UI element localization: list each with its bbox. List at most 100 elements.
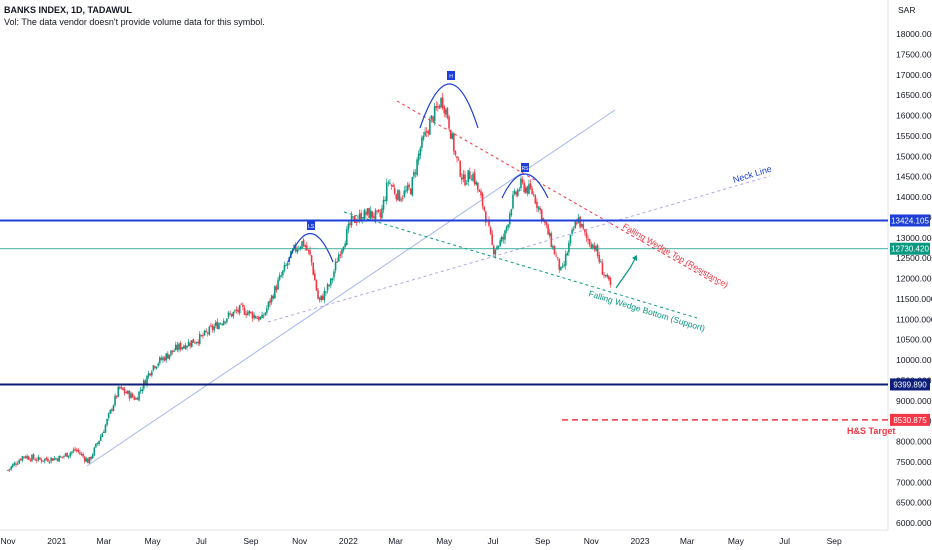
candle-body — [152, 365, 155, 371]
candle-body — [67, 455, 70, 458]
candle-body — [307, 249, 310, 251]
candle-body — [226, 318, 228, 323]
x-tick-label: May — [436, 536, 453, 546]
candle-body — [333, 271, 335, 278]
candle-body — [500, 236, 503, 242]
x-tick-label: Mar — [680, 536, 695, 546]
candle-body — [580, 223, 583, 227]
price-level-box — [890, 413, 930, 426]
candle-body — [7, 469, 9, 471]
left-shoulder-arc[interactable] — [287, 232, 334, 263]
candle-body — [344, 243, 346, 248]
candle-body — [606, 274, 609, 277]
candle-body — [392, 185, 394, 188]
chart-header: BANKS INDEX, 1D, TADAWUL Vol: The data v… — [4, 4, 265, 28]
candle-body — [206, 332, 209, 334]
candle-body — [433, 106, 436, 122]
candle-body — [240, 303, 243, 305]
candle-body — [82, 454, 84, 457]
candle-body — [304, 245, 307, 247]
candle-body — [186, 346, 188, 348]
candle-body — [397, 189, 399, 201]
candle-body — [246, 312, 249, 316]
candle-body — [457, 159, 460, 161]
candle-body — [523, 182, 525, 192]
y-tick-label: 15500.000 — [896, 131, 932, 141]
candle-body — [269, 300, 271, 304]
candle-body — [299, 247, 302, 250]
candle-body — [157, 363, 160, 366]
candle-body — [32, 454, 35, 459]
candle-body — [47, 458, 49, 462]
candle-body — [502, 237, 505, 240]
candle-body — [194, 342, 196, 344]
candle-body — [120, 387, 123, 389]
projection-arrowhead — [632, 255, 637, 261]
candle-body — [214, 322, 217, 326]
candle-body — [187, 341, 190, 347]
price-level-box — [890, 378, 930, 391]
candle-body — [568, 242, 570, 253]
candle-body — [582, 224, 585, 229]
y-tick-label: 15000.000 — [896, 151, 932, 161]
candle-body — [376, 210, 378, 212]
candle-body — [267, 301, 270, 308]
candle-body — [424, 131, 426, 136]
head-arc[interactable] — [419, 83, 479, 129]
chart-title: BANKS INDEX, 1D, TADAWUL — [4, 5, 132, 15]
candle-body — [510, 209, 513, 215]
candle-body — [197, 341, 199, 344]
candle-body — [379, 212, 382, 218]
candle-body — [425, 131, 428, 133]
candle-body — [251, 312, 254, 319]
candle-body — [505, 226, 508, 231]
candle-body — [596, 245, 599, 256]
candle-body — [598, 255, 601, 263]
candle-body — [192, 338, 195, 343]
x-tick-label: Jul — [488, 536, 499, 546]
candle-body — [336, 261, 338, 263]
candle-body — [170, 350, 172, 356]
candle-body — [395, 194, 398, 200]
candle-body — [539, 208, 541, 211]
x-tick-label: Jul — [196, 536, 207, 546]
candle-body — [537, 206, 540, 210]
candle-body — [221, 323, 223, 325]
x-tick-label: Nov — [584, 536, 600, 546]
candle-body — [211, 325, 214, 330]
candle-body — [259, 316, 262, 320]
right-shoulder-arc[interactable] — [501, 173, 549, 199]
candle-body — [237, 309, 239, 312]
x-tick-label: Sep — [827, 536, 842, 546]
candle-body — [325, 291, 327, 293]
price-level-label: 12730.420 — [891, 245, 929, 254]
candle-body — [24, 456, 27, 459]
x-tick-label: May — [728, 536, 745, 546]
long-trend-line[interactable] — [86, 109, 616, 467]
candle-body — [571, 229, 573, 234]
candle-body — [234, 310, 236, 312]
candle-body — [531, 188, 533, 194]
candle-body — [409, 188, 412, 195]
chart-annotation: Falling Wedge Top (Resistance) — [621, 221, 730, 290]
candle-body — [280, 275, 283, 277]
candle-body — [552, 246, 554, 248]
candle-body — [467, 170, 470, 183]
candle-body — [136, 398, 139, 400]
candle-body — [331, 278, 334, 280]
candle-body — [139, 389, 142, 392]
candle-body — [488, 220, 490, 226]
y-tick-label: 6500.000 — [896, 498, 932, 508]
candle-body — [507, 224, 509, 228]
candle-body — [521, 179, 524, 183]
candle-body — [232, 311, 235, 317]
candle-body — [360, 212, 362, 222]
candle-body — [119, 386, 121, 389]
candle-body — [195, 341, 198, 343]
candle-body — [109, 409, 112, 414]
candle-body — [403, 190, 406, 197]
wedge-bottom-line[interactable] — [343, 211, 698, 319]
candle-body — [58, 455, 60, 462]
y-tick-label: 9000.000 — [896, 396, 932, 406]
